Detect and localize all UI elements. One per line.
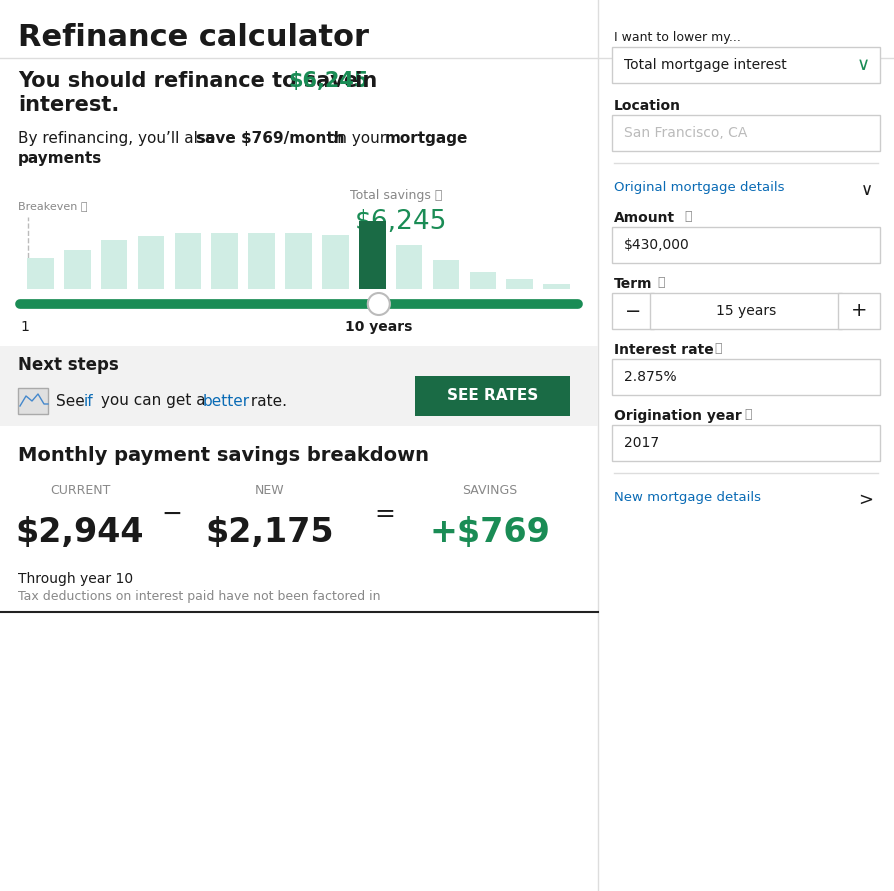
Text: NEW: NEW <box>255 484 285 497</box>
Text: rate.: rate. <box>246 394 287 408</box>
FancyBboxPatch shape <box>359 221 385 289</box>
Text: 15 years: 15 years <box>716 304 776 318</box>
Text: mortgage: mortgage <box>385 131 468 146</box>
FancyBboxPatch shape <box>506 279 533 289</box>
FancyBboxPatch shape <box>18 388 48 414</box>
FancyBboxPatch shape <box>174 233 201 289</box>
FancyBboxPatch shape <box>612 47 880 83</box>
Text: ∨: ∨ <box>861 181 873 199</box>
Text: on your: on your <box>323 131 391 146</box>
Text: New mortgage details: New mortgage details <box>614 491 761 504</box>
Text: $430,000: $430,000 <box>624 238 690 252</box>
FancyBboxPatch shape <box>469 272 496 289</box>
FancyBboxPatch shape <box>322 234 349 289</box>
FancyBboxPatch shape <box>212 233 238 289</box>
Text: See: See <box>56 394 89 408</box>
Text: +$769: +$769 <box>429 516 551 549</box>
FancyBboxPatch shape <box>0 346 598 426</box>
Text: −: − <box>625 301 641 321</box>
FancyBboxPatch shape <box>249 233 275 289</box>
Text: ∨: ∨ <box>856 56 870 74</box>
Text: Original mortgage details: Original mortgage details <box>614 181 785 194</box>
FancyBboxPatch shape <box>415 376 570 416</box>
Text: You should refinance to save: You should refinance to save <box>18 71 366 91</box>
Text: you can get a: you can get a <box>96 394 210 408</box>
Text: Total mortgage interest: Total mortgage interest <box>624 58 787 72</box>
Text: payments: payments <box>18 151 102 166</box>
Text: 1: 1 <box>20 320 29 334</box>
Text: $2,944: $2,944 <box>16 516 144 549</box>
Text: ⓘ: ⓘ <box>657 276 664 289</box>
FancyBboxPatch shape <box>612 227 880 263</box>
Text: >: > <box>858 491 873 509</box>
Text: save $769/month: save $769/month <box>196 131 344 146</box>
FancyBboxPatch shape <box>612 425 880 461</box>
Text: −: − <box>162 502 182 526</box>
Text: Location: Location <box>614 99 681 113</box>
Text: Term: Term <box>614 277 653 291</box>
Text: +: + <box>851 301 867 321</box>
FancyBboxPatch shape <box>285 233 312 289</box>
FancyBboxPatch shape <box>396 245 422 289</box>
Text: Breakeven ⓘ: Breakeven ⓘ <box>18 201 88 211</box>
Text: 10 years: 10 years <box>345 320 412 334</box>
Text: ⓘ: ⓘ <box>714 342 721 355</box>
Text: Next steps: Next steps <box>18 356 119 374</box>
FancyBboxPatch shape <box>138 236 164 289</box>
Text: better: better <box>203 394 250 408</box>
FancyBboxPatch shape <box>612 293 654 329</box>
Text: $6,245: $6,245 <box>288 71 368 91</box>
Text: By refinancing, you’ll also: By refinancing, you’ll also <box>18 131 220 146</box>
Text: Through year 10: Through year 10 <box>18 572 133 586</box>
Text: CURRENT: CURRENT <box>50 484 110 497</box>
Text: Monthly payment savings breakdown: Monthly payment savings breakdown <box>18 446 429 465</box>
Text: San Francisco, CA: San Francisco, CA <box>624 126 747 140</box>
Circle shape <box>367 293 390 315</box>
Text: Interest rate: Interest rate <box>614 343 713 357</box>
Text: Tax deductions on interest paid have not been factored in: Tax deductions on interest paid have not… <box>18 590 381 603</box>
FancyBboxPatch shape <box>101 240 128 289</box>
Text: =: = <box>375 502 395 526</box>
Text: Total savings ⓘ: Total savings ⓘ <box>350 189 443 202</box>
FancyBboxPatch shape <box>650 293 842 329</box>
Text: in: in <box>348 71 377 91</box>
Text: Origination year: Origination year <box>614 409 742 423</box>
Text: 2.875%: 2.875% <box>624 370 677 384</box>
Text: SEE RATES: SEE RATES <box>447 388 538 404</box>
Text: interest.: interest. <box>18 95 119 115</box>
FancyBboxPatch shape <box>612 115 880 151</box>
FancyBboxPatch shape <box>838 293 880 329</box>
Text: I want to lower my...: I want to lower my... <box>614 31 741 44</box>
FancyBboxPatch shape <box>27 258 54 289</box>
Text: Refinance calculator: Refinance calculator <box>18 23 369 52</box>
Text: ⓘ: ⓘ <box>744 408 752 421</box>
FancyBboxPatch shape <box>433 260 460 289</box>
Text: ⓘ: ⓘ <box>684 210 691 223</box>
Text: $2,175: $2,175 <box>206 516 334 549</box>
Text: .: . <box>87 151 92 166</box>
FancyBboxPatch shape <box>64 249 90 289</box>
FancyBboxPatch shape <box>544 283 569 289</box>
FancyBboxPatch shape <box>612 359 880 395</box>
Text: 2017: 2017 <box>624 436 659 450</box>
Text: if: if <box>84 394 94 408</box>
Text: Amount: Amount <box>614 211 675 225</box>
Text: SAVINGS: SAVINGS <box>462 484 518 497</box>
Text: $6,245: $6,245 <box>355 209 447 235</box>
